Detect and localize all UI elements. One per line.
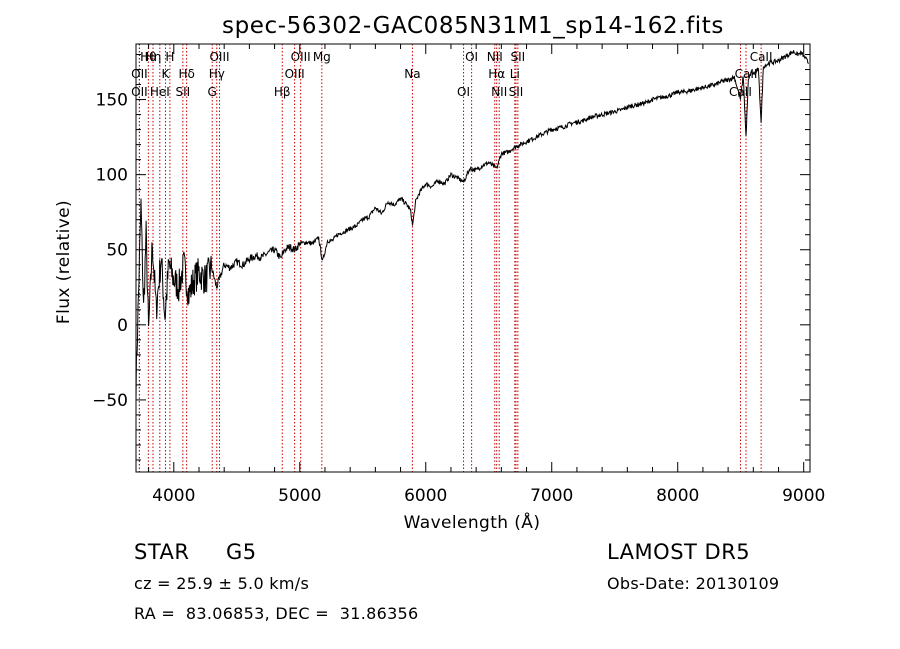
line-marker-label: Hγ (209, 67, 225, 81)
line-marker-label: OII (131, 85, 148, 99)
line-marker-label: H (165, 50, 174, 64)
line-marker-label: K (162, 67, 171, 81)
y-axis-label: Flux (relative) (54, 200, 74, 324)
observation-date: Obs-Date: 20130109 (607, 574, 780, 593)
y-tick-label: 0 (117, 316, 128, 336)
line-marker-label: NII (491, 85, 507, 99)
x-tick-label: 5000 (278, 486, 321, 506)
line-marker-label: Hη (145, 50, 162, 64)
survey-name: LAMOST DR5 (607, 540, 751, 564)
redshift-velocity: cz = 25.9 ± 5.0 km/s (134, 574, 310, 593)
plot-frame (135, 43, 811, 473)
object-class: STAR (134, 540, 190, 564)
chart-title: spec-56302-GAC085N31M1_sp14-162.fits (222, 13, 724, 39)
line-marker-label: Hθ (140, 50, 156, 64)
line-marker-label: Hβ (274, 85, 291, 99)
y-tick-label: −50 (92, 391, 128, 411)
line-marker-label: CaII (750, 50, 773, 64)
x-tick-label: 6000 (404, 486, 447, 506)
y-tick-label: 100 (96, 166, 128, 186)
line-marker-label: Na (404, 67, 420, 81)
y-tick-label: 50 (106, 241, 128, 261)
line-marker-label: CaII (729, 85, 752, 99)
x-tick-label: 8000 (656, 486, 699, 506)
line-marker-label: Hα (488, 67, 505, 81)
object-subclass: G5 (226, 540, 257, 564)
coordinates: RA = 83.06853, DEC = 31.86356 (134, 604, 419, 623)
line-marker-label: Li (510, 67, 520, 81)
line-marker-label: OII (131, 67, 148, 81)
line-marker-label: NII (487, 50, 503, 64)
line-marker-label: G (208, 85, 217, 99)
line-marker-label: OIII (291, 50, 311, 64)
spectrum-line (135, 50, 809, 402)
line-marker-label: OIII (285, 67, 305, 81)
line-marker-label: OI (457, 85, 470, 99)
line-marker-label: Mg (313, 50, 331, 64)
line-marker-label: SII (510, 50, 525, 64)
line-marker-label: SII (509, 85, 524, 99)
x-axis-label: Wavelength (Å) (404, 511, 541, 533)
x-tick-label: 7000 (530, 486, 573, 506)
line-marker-label: SII (176, 85, 191, 99)
x-tick-label: 4000 (152, 486, 195, 506)
line-marker-label: CaII (735, 67, 758, 81)
line-marker-label: OI (465, 50, 478, 64)
x-tick-label: 9000 (782, 486, 825, 506)
line-marker-label: HeI (150, 85, 170, 99)
line-marker-label: Hδ (178, 67, 194, 81)
y-tick-label: 150 (96, 91, 128, 111)
line-marker-label: OIII (209, 50, 229, 64)
